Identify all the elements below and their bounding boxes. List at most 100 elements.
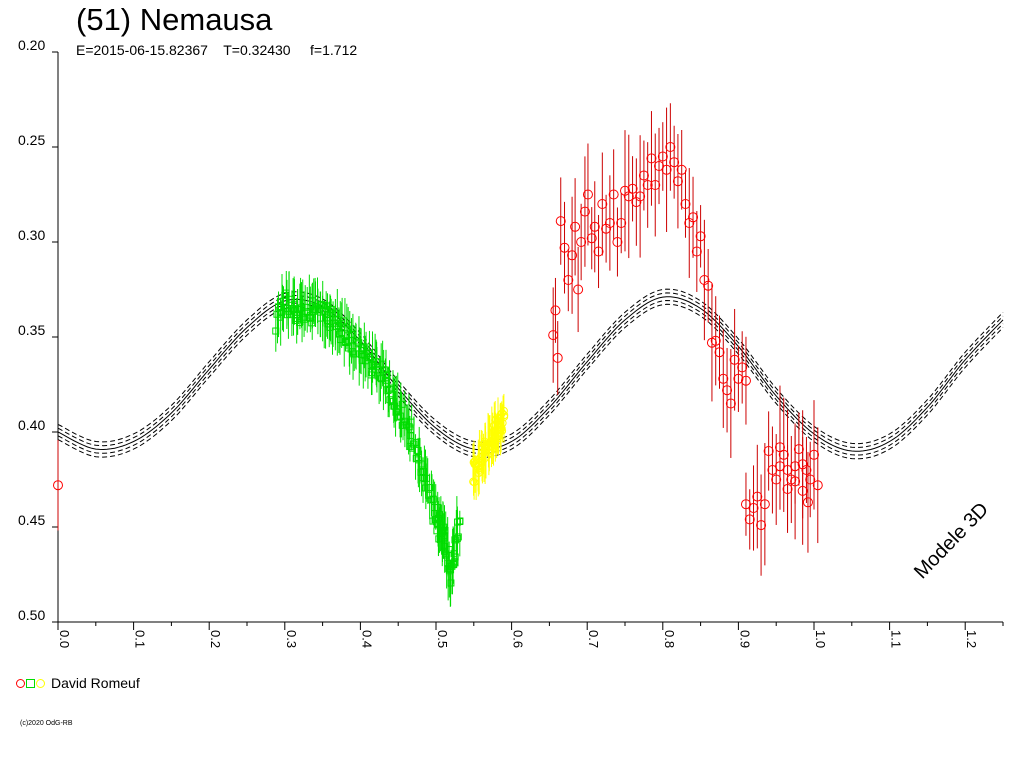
data-point bbox=[429, 495, 437, 503]
data-point bbox=[419, 468, 427, 476]
data-point bbox=[387, 384, 395, 392]
data-point bbox=[395, 413, 403, 421]
data-point bbox=[699, 275, 710, 285]
copyright: (c)2020 OdG-RB bbox=[20, 720, 73, 727]
data-point bbox=[478, 458, 487, 467]
y-tick-label: 0.40 bbox=[18, 417, 45, 433]
data-point bbox=[282, 289, 290, 297]
data-point bbox=[620, 185, 630, 196]
data-point bbox=[344, 344, 352, 352]
data-point bbox=[638, 170, 649, 181]
data-point bbox=[650, 180, 661, 190]
data-point bbox=[737, 362, 748, 373]
data-point bbox=[646, 153, 657, 164]
data-point bbox=[759, 499, 770, 510]
legend-label: David Romeuf bbox=[51, 675, 140, 691]
data-point bbox=[812, 480, 823, 491]
data-point bbox=[331, 310, 339, 318]
data-point bbox=[360, 344, 368, 352]
data-point bbox=[589, 221, 600, 232]
data-point bbox=[500, 411, 509, 420]
data-point bbox=[435, 511, 443, 519]
data-point bbox=[604, 218, 615, 228]
legend-markers bbox=[16, 678, 45, 688]
data-point bbox=[573, 284, 584, 295]
x-tick-label: 1.0 bbox=[813, 630, 828, 648]
data-point bbox=[348, 330, 356, 338]
data-point bbox=[412, 438, 420, 446]
legend-marker-square-green bbox=[26, 678, 35, 688]
x-tick-label: 0.7 bbox=[586, 630, 601, 648]
data-point bbox=[802, 497, 813, 508]
data-point bbox=[445, 567, 453, 575]
data-point bbox=[763, 446, 774, 456]
x-tick-label: 0.6 bbox=[511, 630, 526, 648]
data-point bbox=[456, 517, 464, 525]
data-point bbox=[344, 326, 352, 334]
data-point bbox=[593, 246, 604, 257]
axes: 0.20 0.25 0.30 0.35 0.40 0.45 0.50 0.0 0.1 0.2 0.3… bbox=[18, 37, 1004, 648]
x-tick-label: 0.3 bbox=[284, 630, 299, 648]
data-point bbox=[714, 347, 725, 358]
data-point bbox=[309, 297, 317, 305]
data-point bbox=[471, 460, 480, 469]
data-point bbox=[612, 237, 623, 247]
data-point bbox=[302, 303, 310, 311]
data-point bbox=[412, 454, 420, 462]
data-point bbox=[382, 376, 390, 384]
data-point bbox=[616, 218, 627, 228]
data-point bbox=[322, 302, 330, 310]
data-point bbox=[733, 373, 744, 384]
x-tick-label: 0.9 bbox=[737, 630, 752, 648]
data-point bbox=[53, 480, 63, 491]
legend: David Romeuf bbox=[16, 674, 140, 692]
x-tick-label: 0.1 bbox=[133, 630, 148, 648]
data-point bbox=[597, 199, 608, 209]
data-point bbox=[695, 231, 706, 242]
y-tick-label: 0.50 bbox=[18, 607, 45, 623]
data-point bbox=[308, 319, 316, 327]
model-curve bbox=[57, 303, 1004, 460]
data-point bbox=[744, 514, 755, 525]
data-point bbox=[729, 354, 740, 365]
data-point bbox=[276, 313, 284, 321]
data-point bbox=[576, 237, 587, 247]
data-point bbox=[801, 465, 812, 475]
data-point bbox=[440, 532, 448, 540]
y-tick-label: 0.20 bbox=[18, 37, 45, 53]
data-point bbox=[672, 176, 683, 187]
x-tick-label: 0.0 bbox=[57, 630, 72, 648]
data-point bbox=[782, 484, 793, 494]
data-point bbox=[491, 416, 500, 425]
legend-marker-circle-red bbox=[16, 678, 25, 688]
data-point bbox=[782, 465, 793, 475]
data-point bbox=[450, 550, 458, 558]
data-point bbox=[298, 304, 306, 312]
data-point bbox=[311, 305, 319, 313]
series-circle-2 bbox=[469, 393, 509, 501]
data-point bbox=[722, 385, 733, 396]
x-tick-label: 0.8 bbox=[662, 630, 677, 648]
data-point bbox=[340, 324, 348, 332]
data-point bbox=[790, 476, 801, 487]
data-point bbox=[386, 385, 394, 393]
data-point bbox=[422, 474, 430, 482]
data-point bbox=[703, 280, 714, 291]
chart-subtitle: E=2015-06-15.82367 T=0.32430 f=1.712 bbox=[76, 42, 358, 58]
data-point bbox=[406, 442, 414, 450]
data-point bbox=[498, 426, 507, 435]
data-point bbox=[793, 444, 804, 455]
data-point bbox=[414, 446, 422, 454]
data-point bbox=[407, 426, 415, 434]
x-tick-label: 0.5 bbox=[435, 630, 450, 648]
data-point bbox=[365, 354, 373, 362]
data-point bbox=[441, 526, 449, 534]
legend-marker-circle-yellow bbox=[36, 678, 45, 688]
data-point bbox=[805, 474, 816, 485]
series-circle-0 bbox=[53, 103, 823, 576]
data-point bbox=[661, 164, 672, 175]
data-point bbox=[407, 418, 415, 426]
data-point bbox=[447, 579, 455, 587]
data-point bbox=[367, 362, 375, 370]
data-point bbox=[470, 478, 479, 487]
